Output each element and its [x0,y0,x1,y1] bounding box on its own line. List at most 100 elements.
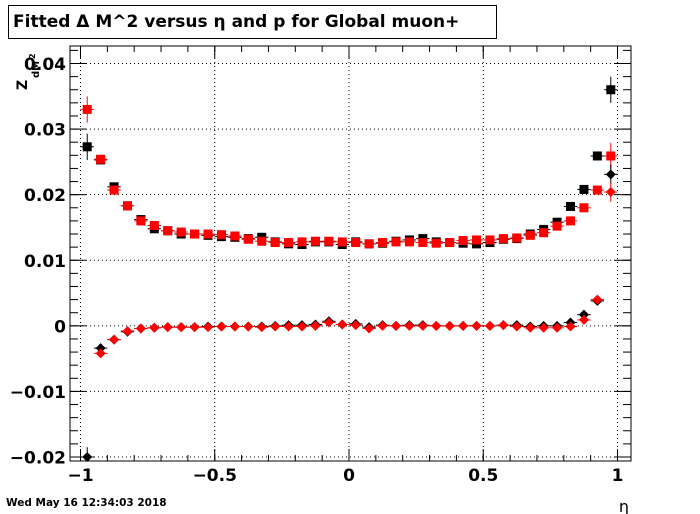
diamond-marker [109,334,120,345]
diamond-marker [256,322,267,333]
diamond-marker [135,323,146,334]
diamond-marker [605,187,616,198]
timestamp: Wed May 16 12:34:03 2018 [6,497,167,509]
square-marker [163,226,173,236]
diamond-marker [578,314,589,325]
x-tick-label: 1 [612,466,624,486]
square-marker [310,236,320,246]
x-axis-label: η [619,497,629,514]
square-marker [149,220,159,230]
square-marker [458,236,468,246]
x-tick-label: −0.5 [193,466,237,486]
diamond-marker [283,321,294,332]
axis-ticks [70,46,631,461]
square-marker [337,237,347,247]
diamond-marker [578,309,589,320]
diamond-marker [82,452,93,462]
diamond-marker [377,320,388,331]
square-marker [431,238,441,248]
y-tick-label: 0.04 [24,55,66,75]
diamond-marker [498,320,509,331]
y-axis-label: Z dM 2 [15,53,42,90]
square-marker [82,142,92,152]
y-tick-label: −0.01 [10,383,66,403]
diamond-marker [390,320,401,331]
square-marker [378,238,388,248]
diamond-marker [203,322,214,333]
square-marker [284,238,294,248]
diamond-marker [323,317,334,328]
square-marker [203,229,213,239]
diamond-marker [431,320,442,331]
diamond-marker [417,320,428,331]
diamond-marker [605,169,616,180]
diamond-marker [189,322,200,333]
diamond-marker [176,322,187,333]
diamond-marker [229,321,240,332]
plot-frame [69,45,632,462]
diamond-marker [471,320,482,331]
diamond-marker [484,320,495,331]
square-marker [136,216,146,226]
square-marker [606,151,616,161]
square-marker [257,236,267,246]
diamond-marker [95,348,106,359]
square-marker [297,237,307,247]
square-marker [485,235,495,245]
square-marker [566,216,576,226]
y-tick-label: −0.02 [10,449,66,469]
grid-lines [70,46,631,461]
diamond-marker [310,320,321,331]
square-marker [391,237,401,247]
square-marker [445,238,455,248]
diamond-marker [538,322,549,333]
square-marker [472,235,482,245]
diamond-marker [404,320,415,331]
diamond-marker [216,321,227,332]
square-marker [539,228,549,238]
y-axis-label-sub: dM [31,61,42,78]
diamond-marker [525,322,536,333]
square-marker [176,227,186,237]
diamond-marker [350,320,361,331]
y-tick-label: 0.03 [24,121,66,141]
y-tick-label: 0.02 [24,186,66,206]
diamond-marker [270,321,281,332]
square-marker [498,234,508,244]
diamond-marker [162,322,173,333]
data-points [80,76,618,462]
diamond-marker [95,343,106,354]
x-tick-label: −1 [67,466,93,486]
x-tick-label: 0 [343,466,355,486]
diamond-marker [552,322,563,333]
square-marker [96,154,106,164]
square-marker [109,185,119,195]
square-marker [324,236,334,246]
y-tick-label: 0 [54,317,66,337]
y-axis-label-sup: 2 [28,53,37,59]
square-marker [230,231,240,241]
diamond-marker [592,294,603,305]
square-marker [243,234,253,244]
y-tick-label: 0.01 [24,252,66,272]
diamond-marker [444,320,455,331]
square-marker [579,184,589,194]
diamond-marker [511,321,522,332]
diamond-marker [243,321,254,332]
square-marker [525,230,535,240]
square-marker [190,229,200,239]
diamond-marker [458,320,469,331]
chart-title: Fitted Δ M^2 versus η and p for Global m… [13,12,460,32]
diamond-marker [149,322,160,333]
diamond-marker [297,321,308,332]
square-marker [592,151,602,161]
square-marker [364,239,374,249]
square-marker [579,203,589,213]
square-marker [216,230,226,240]
square-marker [418,238,428,248]
diamond-marker [565,321,576,332]
square-marker [566,201,576,211]
y-axis-label-main: Z [15,80,31,90]
chart-title-box: Fitted Δ M^2 versus η and p for Global m… [8,5,497,39]
